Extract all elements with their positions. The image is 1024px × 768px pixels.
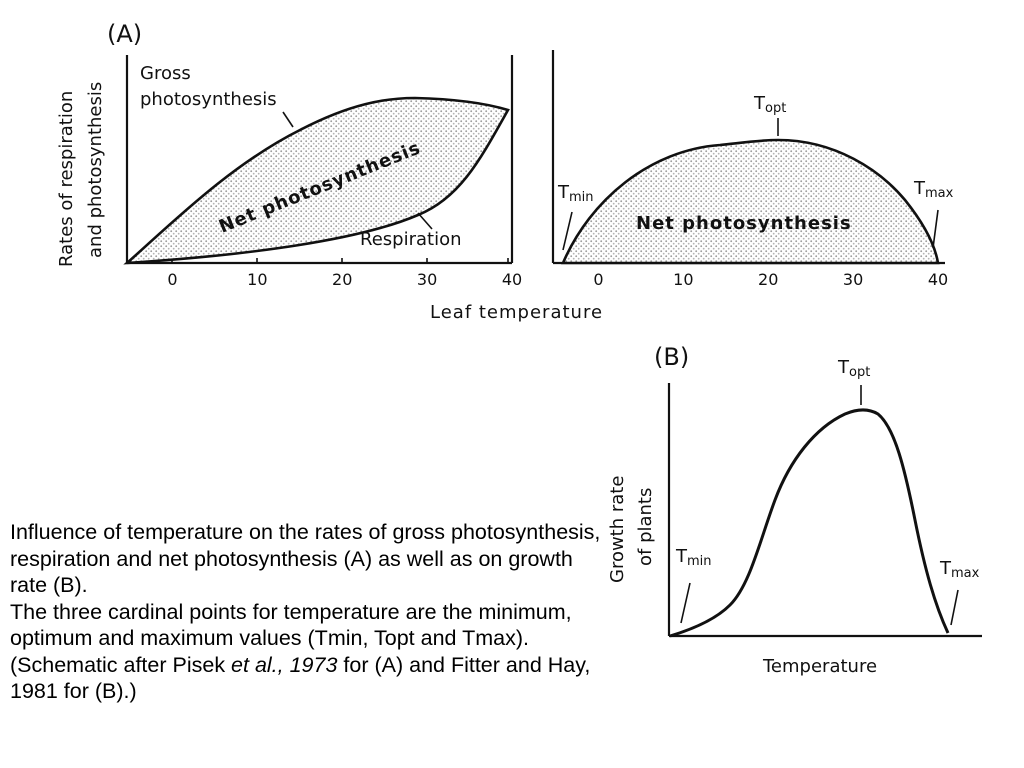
- caption-paragraph-2: The three cardinal points for temperatur…: [10, 599, 610, 705]
- panel-a-net-photosynthesis-area: [123, 96, 510, 265]
- tmin-label-b: Tmin: [675, 546, 712, 569]
- tmax-t: T: [913, 178, 926, 199]
- tmax-sub: max: [925, 186, 954, 201]
- tmax-label-a: Tmax: [913, 178, 954, 201]
- tmin-sub: min: [569, 190, 594, 205]
- x-tick-label: 40: [502, 270, 522, 289]
- topt-label-b: Topt: [837, 357, 870, 380]
- panel-a-label: (A): [107, 20, 142, 48]
- panel-b-growth-curve: [669, 408, 950, 638]
- panel-a-x-axis-label: Leaf temperature: [430, 302, 603, 323]
- panel-a-left-x-tick-labels: 0 10 20 30 40: [167, 270, 522, 289]
- panel-a-y-axis-label-line1: Rates of respiration: [56, 91, 77, 267]
- panel-b-label: (B): [654, 343, 689, 371]
- tmin-label-a: Tmin: [557, 182, 594, 205]
- tmax-sub-b: max: [951, 566, 980, 581]
- gross-photosynthesis-leader: [282, 111, 294, 128]
- tmin-leader-b: [680, 582, 691, 624]
- x-tick-label: 0: [593, 270, 603, 289]
- respiration-label: Respiration: [360, 229, 462, 250]
- caption-citation-italic: et al., 1973: [231, 652, 338, 677]
- x-tick-label: 20: [332, 270, 352, 289]
- gross-label-line1: Gross: [140, 63, 191, 84]
- x-tick-label: 20: [758, 270, 778, 289]
- x-tick-label: 10: [247, 270, 267, 289]
- panel-b-y-axis-label-line2: of plants: [635, 488, 656, 566]
- tmax-leader-a: [932, 209, 939, 249]
- x-tick-label: 0: [167, 270, 177, 289]
- tmin-t: T: [557, 182, 570, 203]
- respiration-leader: [417, 212, 433, 230]
- panel-a-y-axis-label-line2: and photosynthesis: [85, 82, 106, 258]
- caption-part-1: The three cardinal points for temperatur…: [10, 599, 572, 677]
- panel-a-right-x-tick-labels: 0 10 20 30 40: [593, 270, 948, 289]
- gross-label-line2: photosynthesis: [140, 89, 277, 110]
- x-tick-label: 10: [673, 270, 693, 289]
- caption-part-2: for (A) and Fitter and Hay, 1981 for (B)…: [10, 652, 591, 704]
- x-tick-label: 40: [928, 270, 948, 289]
- topt-sub: opt: [765, 101, 786, 116]
- tmax-label-b: Tmax: [939, 558, 980, 581]
- panel-b-y-axis-label-line1: Growth rate: [607, 476, 628, 583]
- caption-paragraph-1: Influence of temperature on the rates of…: [10, 520, 601, 597]
- tmin-sub-b: min: [687, 554, 712, 569]
- tmax-t-b: T: [939, 558, 952, 579]
- tmin-t-b: T: [675, 546, 688, 567]
- tmax-leader-b: [950, 589, 959, 626]
- topt-sub-b: opt: [849, 365, 870, 380]
- panel-b-x-axis-label: Temperature: [762, 656, 877, 677]
- figure-caption: Influence of temperature on the rates of…: [10, 519, 610, 705]
- x-tick-label: 30: [417, 270, 437, 289]
- x-tick-label: 30: [843, 270, 863, 289]
- topt-t-b: T: [837, 357, 850, 378]
- net-photosynthesis-label-right: Net photosynthesis: [636, 213, 852, 234]
- tmin-leader-a: [562, 211, 573, 251]
- topt-t: T: [753, 93, 766, 114]
- topt-label-a: Topt: [753, 93, 786, 116]
- panel-a-right-net-photosynthesis-area: [561, 138, 940, 265]
